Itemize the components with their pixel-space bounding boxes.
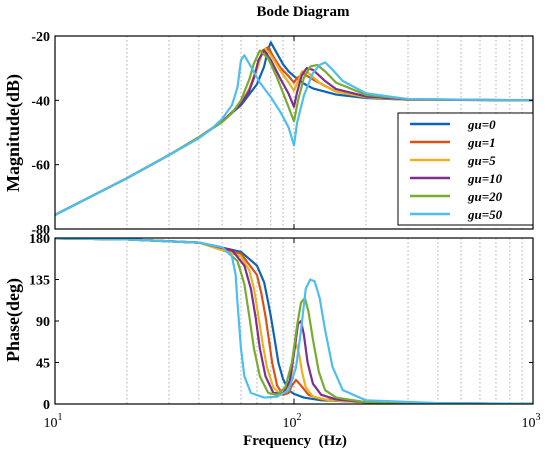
legend-label: gu=10 xyxy=(467,171,503,186)
phase-y-tick-label: 45 xyxy=(36,357,50,372)
phase-y-tick-label: 90 xyxy=(36,315,50,330)
frequency-x-tick-label: 103 xyxy=(522,412,541,431)
legend: gu=0 gu=1 gu=5 gu=10 gu=20 gu=50 xyxy=(397,112,534,226)
legend-label: gu=0 xyxy=(467,117,496,132)
legend-label: gu=1 xyxy=(467,135,496,150)
legend-box xyxy=(397,112,534,226)
magnitude-axis-label: Magnitude(dB) xyxy=(3,74,24,192)
frequency-axis-label: Frequency (Hz) xyxy=(243,433,347,449)
frequency-x-tick-label: 101 xyxy=(44,412,63,431)
phase-series-line xyxy=(55,238,533,404)
magnitude-y-tick-label: -20 xyxy=(31,30,50,45)
magnitude-series-group xyxy=(55,41,533,216)
magnitude-y-tick-label: -60 xyxy=(31,159,50,174)
phase-series-group xyxy=(55,238,533,404)
magnitude-y-tick-label: -80 xyxy=(31,223,50,238)
phase-y-tick-label: 0 xyxy=(43,398,50,413)
frequency-x-tick-label: 102 xyxy=(283,412,302,431)
chart-title: Bode Diagram xyxy=(257,4,350,20)
legend-label: gu=5 xyxy=(467,153,496,168)
legend-label: gu=20 xyxy=(467,189,503,204)
phase-series-line xyxy=(55,238,533,404)
magnitude-y-tick-label: -40 xyxy=(31,94,50,109)
magnitude-series-line xyxy=(55,54,533,216)
phase-axes: 0 45 90 135 180 101 102 103 xyxy=(29,232,541,431)
phase-y-tick-label: 180 xyxy=(29,232,50,247)
phase-axis-label: Phase(deg) xyxy=(3,278,24,362)
legend-label: gu=50 xyxy=(467,207,503,222)
phase-series-line xyxy=(55,238,533,404)
phase-y-tick-label: 135 xyxy=(29,274,50,289)
